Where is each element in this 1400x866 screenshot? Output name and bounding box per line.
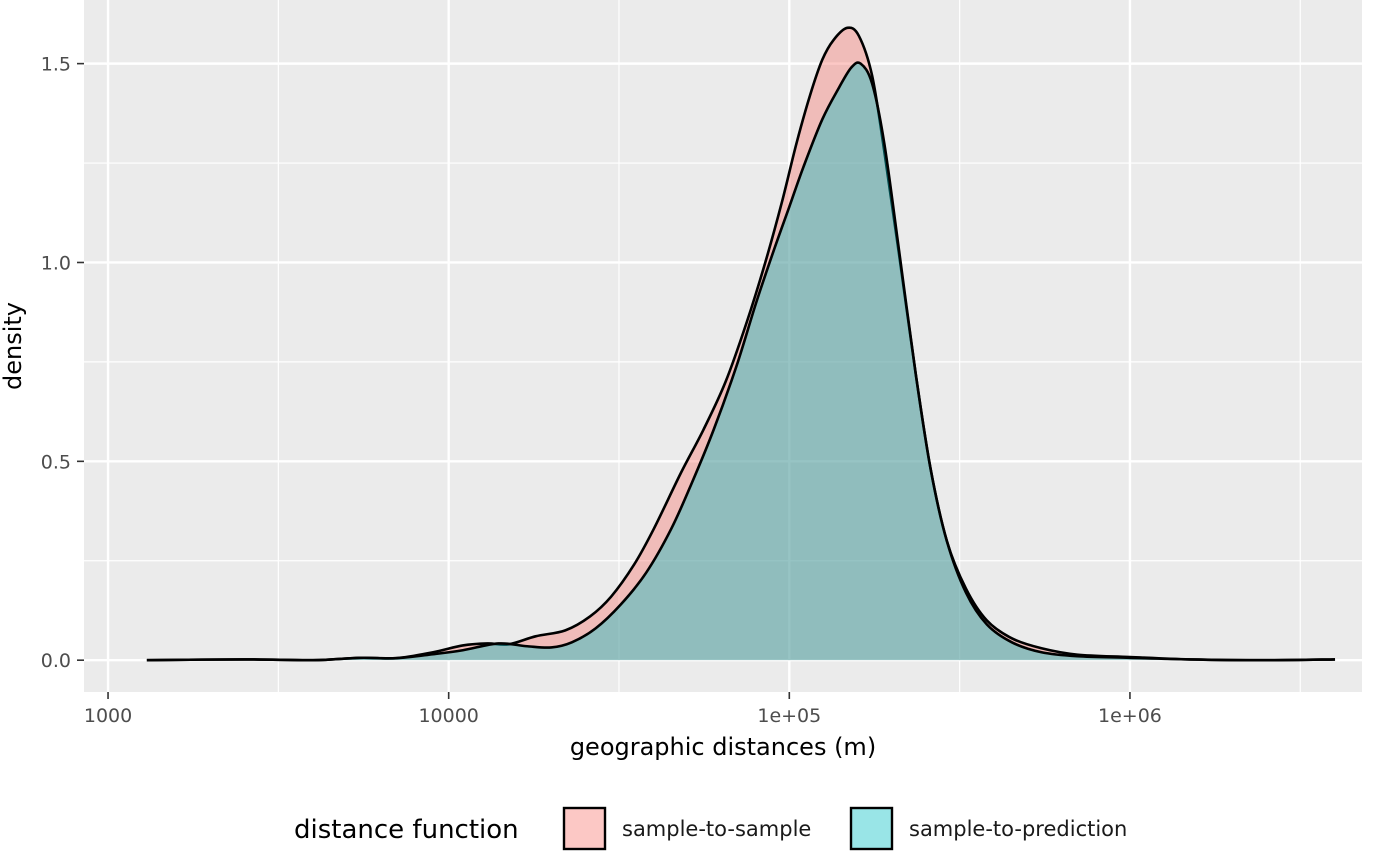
- x-tick-label: 1e+06: [1098, 705, 1162, 727]
- y-axis-title: density: [0, 302, 27, 390]
- legend-swatch-sample-to-sample: [562, 806, 607, 851]
- legend-swatch-sample-to-prediction: [849, 806, 894, 851]
- legend-label-sample-to-sample: sample-to-sample: [622, 817, 811, 841]
- legend-label-sample-to-prediction: sample-to-prediction: [909, 817, 1127, 841]
- legend: distance function sample-to-sample sample…: [294, 806, 1127, 851]
- x-tick-label: 10000: [418, 705, 478, 727]
- density-area-sample-to-prediction: [146, 62, 1336, 661]
- plot-panel: [84, 0, 1362, 692]
- y-tick-label: 0.0: [41, 650, 71, 672]
- legend-key-bg-sample-to-sample: [563, 807, 606, 850]
- y-axis: 0.0 0.5 1.0 1.5: [41, 54, 84, 672]
- density-areas: [146, 26, 1336, 662]
- x-tick-label: 1e+05: [757, 705, 821, 727]
- x-axis: 1000 10000 1e+05 1e+06: [84, 692, 1162, 727]
- y-tick-label: 1.0: [41, 252, 71, 274]
- y-tick-label: 0.5: [41, 451, 71, 473]
- y-tick-label: 1.5: [41, 54, 71, 76]
- density-curve-sample-to-prediction: [146, 61, 1336, 662]
- major-gridlines: [84, 0, 1362, 692]
- minor-gridlines: [84, 0, 1362, 692]
- legend-key-bg-sample-to-prediction: [850, 807, 893, 850]
- density-area-sample-to-sample: [146, 27, 1336, 661]
- x-axis-title: geographic distances (m): [570, 733, 876, 761]
- x-tick-label: 1000: [84, 705, 132, 727]
- density-curve-sample-to-sample: [146, 26, 1336, 662]
- legend-title: distance function: [294, 815, 519, 845]
